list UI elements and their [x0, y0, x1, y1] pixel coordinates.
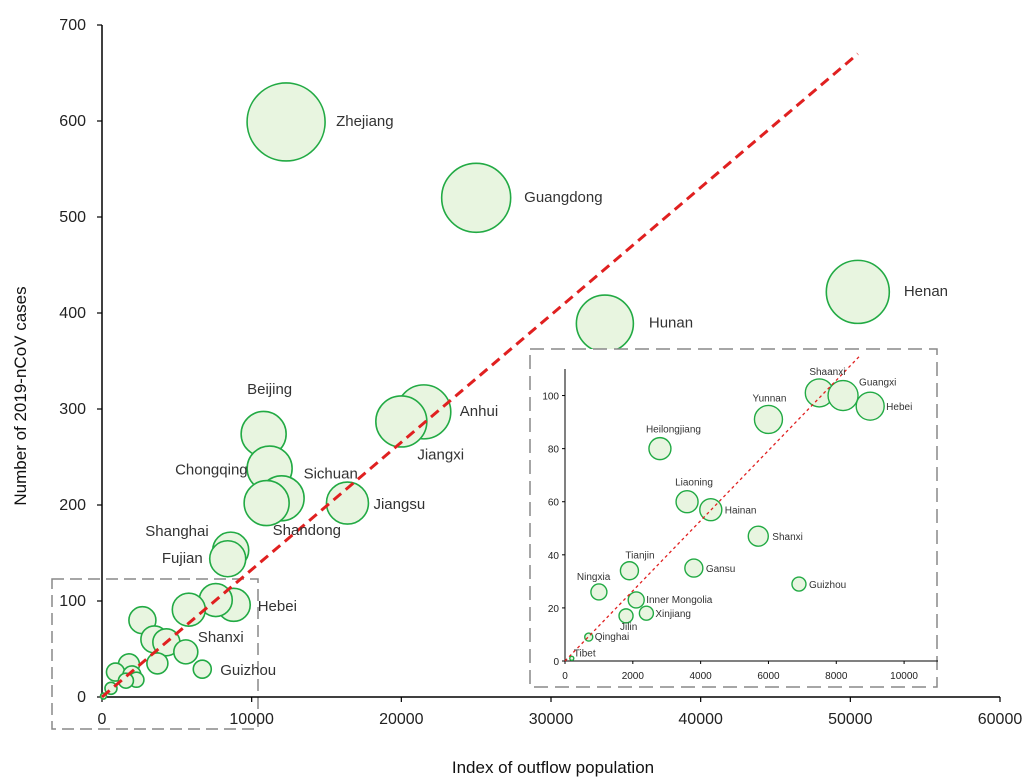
trendline [101, 52, 859, 699]
inset-bubble-ningxia [590, 583, 608, 601]
x-tick-label: 30000 [529, 711, 574, 728]
x-axis-title: Index of outflow population [452, 758, 654, 777]
inset-plot: 0 20 40 60 80 100 0 2000 4000 6000 8000 10000 Shaanx… [529, 348, 938, 688]
inset-bubble-guizhou [791, 576, 807, 592]
x-tick-label: 50000 [828, 711, 873, 728]
point-label: Anhui [460, 403, 498, 420]
inset-point-label: Qinghai [595, 632, 629, 643]
inset-x-tick-label: 10000 [890, 671, 918, 682]
inset-point-label: Heilongjiang [646, 425, 701, 436]
point-label: Jiangxi [417, 446, 464, 463]
zoom-region-box [51, 578, 259, 730]
x-tick-label: 10000 [229, 711, 274, 728]
inset-bubble-gansu [684, 558, 704, 578]
y-tick-label: 300 [59, 401, 86, 418]
inset-x-tick-label: 6000 [757, 671, 780, 682]
bubble-shanxi [173, 639, 199, 665]
point-label: Fujian [162, 550, 203, 567]
point-label: Beijing [247, 381, 292, 398]
inset-bubble-heilongjiang [648, 436, 672, 461]
inset-bubble-yunnan [753, 404, 784, 435]
point-label: Guizhou [220, 662, 276, 679]
inset-bubble-jilin [618, 608, 634, 624]
bubble-guizhou [192, 659, 213, 679]
point-label: Shanghai [145, 523, 208, 540]
inset-y-tick-label: 100 [542, 392, 559, 403]
x-tick-label: 40000 [678, 711, 723, 728]
bubble-shandong [243, 479, 290, 527]
inset-point-label: Gansu [706, 564, 735, 575]
bubble-zhejiang [246, 82, 326, 162]
point-label: Shanxi [198, 629, 244, 646]
inset-point-label: Hainan [725, 506, 757, 517]
inset-y-tick-label: 80 [548, 445, 560, 456]
inset-bubble-hebei [855, 391, 885, 421]
inset-point-label: Inner Mongolia [646, 595, 713, 606]
bubble-jilin [117, 672, 135, 689]
inset-x-tick-label: 8000 [825, 671, 848, 682]
bubble-jiangsu [325, 481, 370, 525]
inset-y-tick-label: 20 [548, 604, 560, 615]
point-label: Sichuan [304, 465, 358, 482]
y-tick-label: 0 [77, 689, 86, 706]
inset-point-label: Liaoning [675, 478, 713, 489]
x-tick-label: 20000 [379, 711, 424, 728]
y-tick-label: 500 [59, 209, 86, 226]
inset-trendline [564, 355, 861, 662]
inset-bubble-tianjin [619, 561, 640, 581]
inset-y-tick-label: 40 [548, 551, 560, 562]
inset-point-label: Ningxia [577, 572, 611, 583]
y-axis-title: Number of 2019-nCoV cases [11, 286, 30, 505]
bubble-hunan [575, 294, 635, 353]
bubble-fujian [208, 539, 247, 578]
inset-point-label: Yunnan [752, 393, 786, 404]
y-tick-label: 400 [59, 305, 86, 322]
inset-x-tick-label: 4000 [690, 671, 713, 682]
bubble-jiangxi [375, 395, 428, 448]
y-tick-label: 200 [59, 497, 86, 514]
inset-bubble-tibet [569, 655, 575, 662]
inset-bubble-guangxi [827, 379, 859, 412]
point-label: Zhejiang [336, 113, 394, 130]
point-label: Jiangsu [373, 496, 425, 513]
inset-point-label: Guangxi [859, 378, 896, 389]
inset-point-label: Tibet [574, 648, 596, 659]
inset-y-tick-label: 0 [553, 657, 559, 668]
inset-x-tick-label: 0 [562, 671, 568, 682]
inset-y-tick-label: 60 [548, 498, 560, 509]
y-tick-label: 700 [59, 17, 86, 34]
inset-point-label: Shanxi [772, 532, 803, 543]
point-label: Chongqing [175, 462, 248, 479]
inset-point-label: Xinjiang [655, 609, 691, 620]
inset-point-label: Tianjin [625, 551, 654, 562]
bubble-gansu [146, 652, 169, 675]
inset-point-label: Shaanxi [809, 367, 845, 378]
inset-point-label: Guizhou [809, 580, 846, 591]
inset-point-label: Hebei [886, 402, 912, 413]
inset-bubble-shanxi [747, 525, 769, 547]
inset-point-label: Jilin [620, 622, 637, 633]
inset-bubble-liaoning [675, 490, 699, 514]
y-tick-label: 100 [59, 593, 86, 610]
inset-x-tick-label: 2000 [622, 671, 645, 682]
point-label: Shandong [273, 522, 341, 539]
bubble-henan [825, 259, 891, 325]
point-label: Guangdong [524, 189, 602, 206]
x-tick-label: 60000 [978, 711, 1023, 728]
point-label: Hebei [258, 598, 297, 615]
inset-bubble-xinjiang [638, 605, 655, 621]
bubble-guangdong [440, 162, 512, 234]
point-label: Henan [904, 283, 948, 300]
point-label: Hunan [649, 315, 693, 332]
y-tick-label: 600 [59, 113, 86, 130]
inset-bubble-inner-mongolia [627, 591, 645, 609]
x-tick-label: 0 [98, 711, 107, 728]
